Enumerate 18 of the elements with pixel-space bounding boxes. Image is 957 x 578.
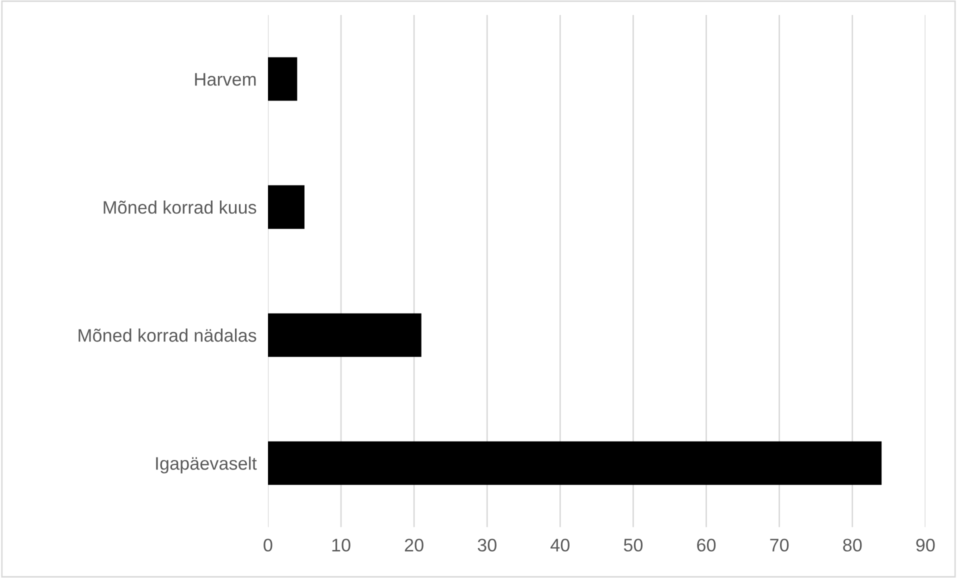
x-tick-label: 70 xyxy=(770,538,789,552)
y-tick-label: Igapäevaselt xyxy=(156,456,257,474)
bar xyxy=(268,185,304,229)
x-tick-label: 90 xyxy=(916,538,935,552)
x-tick-label: 10 xyxy=(332,538,350,552)
y-tick-label: Mõned korrad nädalas xyxy=(78,328,256,342)
y-tick-label: Mõned korrad kuus xyxy=(104,200,256,214)
x-tick-label: 20 xyxy=(404,538,424,552)
bar xyxy=(268,441,882,485)
x-tick-label: 40 xyxy=(550,538,570,552)
x-tick-label: 30 xyxy=(478,538,496,552)
x-tick-label: 0 xyxy=(264,538,272,552)
bar xyxy=(268,57,298,101)
x-tick-label: 80 xyxy=(843,538,862,552)
y-tick-label: Harvem xyxy=(195,73,256,86)
x-tick-label: 60 xyxy=(697,538,716,552)
x-tick-label: 50 xyxy=(624,538,643,552)
bar xyxy=(268,313,422,357)
